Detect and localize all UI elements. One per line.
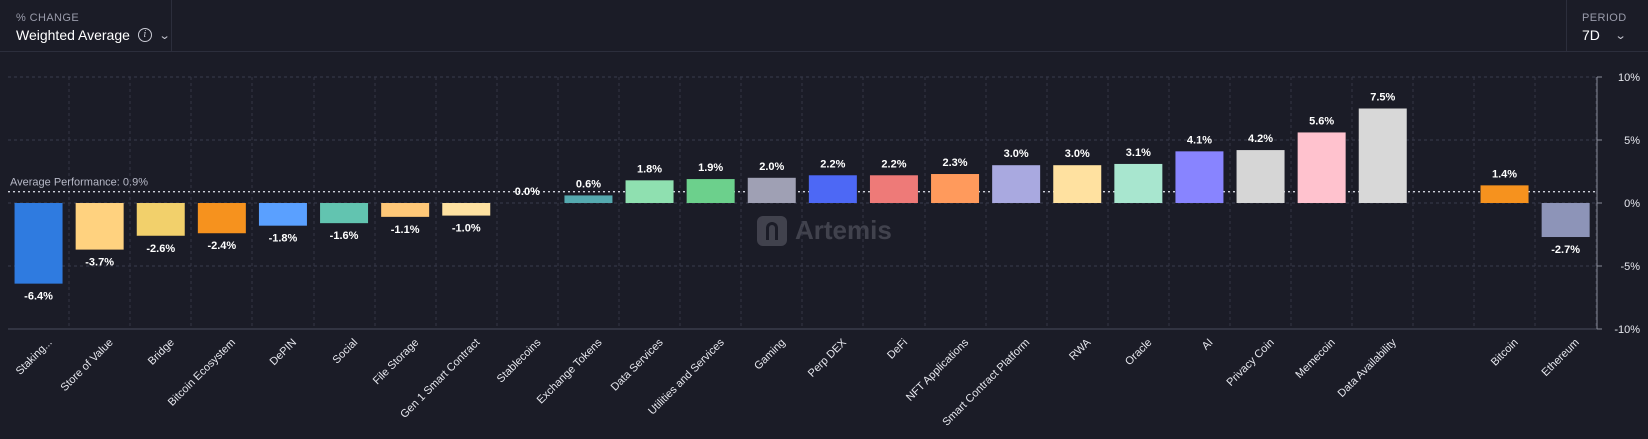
- bar: [1480, 185, 1529, 203]
- bar: [1175, 151, 1224, 203]
- artemis-watermark: Artemis: [757, 215, 892, 246]
- bar: [14, 203, 63, 284]
- x-tick-label: Social: [330, 337, 360, 367]
- data-label: 2.0%: [759, 161, 784, 173]
- x-tick-label: DeFi: [885, 337, 910, 362]
- data-label: 1.9%: [698, 162, 723, 174]
- bar: [747, 177, 796, 203]
- bar: [1541, 203, 1590, 238]
- info-icon[interactable]: i: [137, 28, 152, 42]
- chevron-down-icon: ⌄: [158, 29, 171, 42]
- x-tick-label: Oracle: [1123, 337, 1154, 368]
- data-label: 3.0%: [1065, 148, 1090, 160]
- y-tick-label: -10%: [1614, 324, 1640, 336]
- x-tick-label: Ethereum: [1540, 337, 1582, 379]
- data-label: 2.2%: [820, 158, 845, 170]
- bar: [1297, 132, 1346, 203]
- data-label: -1.0%: [452, 223, 481, 235]
- x-tick-label: Data Availability: [1336, 336, 1400, 400]
- data-label: 1.8%: [637, 163, 662, 175]
- data-label: 3.1%: [1126, 147, 1151, 159]
- x-tick-label: Perp DEX: [806, 336, 850, 380]
- data-label: 0.6%: [576, 178, 601, 190]
- data-label: 5.6%: [1309, 115, 1334, 127]
- data-label: -2.6%: [146, 243, 175, 255]
- x-tick-label: RWA: [1067, 336, 1094, 363]
- x-tick-label: File Storage: [371, 337, 421, 387]
- x-tick-label: AI: [1200, 337, 1216, 353]
- data-label: 4.1%: [1187, 134, 1212, 146]
- period-dropdown[interactable]: 7D ⌄: [1582, 27, 1627, 43]
- period-caption: PERIOD: [1582, 12, 1627, 24]
- bar: [686, 179, 735, 203]
- bar: [625, 180, 674, 203]
- data-label: -2.4%: [207, 240, 236, 252]
- bar: [258, 203, 307, 226]
- x-tick-label: Privacy Coin: [1225, 337, 1277, 389]
- bar: [931, 174, 980, 203]
- x-tick-label: Bitcoin: [1489, 337, 1521, 369]
- bar: [320, 203, 369, 224]
- x-tick-label: NFT Applications: [904, 336, 971, 403]
- bar: [1114, 163, 1163, 203]
- data-label: 7.5%: [1370, 92, 1395, 104]
- chart-toolbar: % CHANGE Weighted Average i ⌄ PERIOD 7D …: [0, 0, 1648, 52]
- data-label: 2.3%: [943, 157, 968, 169]
- bar: [381, 203, 430, 217]
- data-label: -3.7%: [85, 257, 114, 269]
- bar: [1358, 108, 1407, 203]
- data-label: 4.2%: [1248, 133, 1273, 145]
- x-tick-label: Gaming: [752, 337, 788, 373]
- toolbar-divider: [1566, 0, 1567, 51]
- data-label: 1.4%: [1492, 168, 1517, 180]
- bar: [564, 195, 613, 203]
- data-label: -1.6%: [330, 230, 359, 242]
- bar: [808, 175, 857, 203]
- x-tick-label: Staking...: [14, 337, 55, 378]
- bar: [1236, 150, 1285, 203]
- metric-caption: % CHANGE: [16, 12, 80, 24]
- y-tick-label: 10%: [1618, 72, 1640, 84]
- bar: [197, 203, 246, 234]
- watermark-text: Artemis: [795, 215, 892, 245]
- y-tick-label: 5%: [1624, 135, 1640, 147]
- bar: [442, 203, 491, 216]
- data-label: 3.0%: [1004, 148, 1029, 160]
- x-tick-label: Memecoin: [1293, 337, 1337, 381]
- bar: [75, 203, 124, 250]
- bar: [992, 165, 1041, 203]
- data-label: -1.8%: [269, 233, 298, 245]
- bar: [1053, 165, 1102, 203]
- metric-dropdown-label: Weighted Average: [16, 27, 130, 43]
- x-tick-label: Bitcoin Ecosystem: [166, 337, 238, 409]
- x-tick-label: Store of Value: [59, 337, 116, 394]
- x-tick-label: DePIN: [268, 337, 299, 368]
- bar: [136, 203, 185, 236]
- data-label: 2.2%: [881, 158, 906, 170]
- average-label: Average Performance: 0.9%: [10, 177, 148, 189]
- chevron-down-icon: ⌄: [1614, 29, 1627, 42]
- y-tick-label: -5%: [1620, 261, 1640, 273]
- bar: [869, 175, 918, 203]
- toolbar-divider: [171, 0, 172, 51]
- data-label: -2.7%: [1551, 244, 1580, 256]
- artemis-logo-icon: [757, 215, 787, 246]
- y-tick-label: 0%: [1624, 198, 1640, 210]
- data-label: -1.1%: [391, 224, 420, 236]
- data-label: 0.0%: [515, 186, 540, 198]
- x-tick-label: Bridge: [146, 337, 177, 368]
- x-tick-label: Stablecoins: [495, 336, 544, 385]
- x-tick-label: Exchange Tokens: [535, 336, 605, 406]
- period-dropdown-label: 7D: [1582, 27, 1600, 43]
- metric-dropdown[interactable]: Weighted Average i ⌄: [16, 27, 171, 43]
- data-label: -6.4%: [24, 291, 53, 303]
- x-tick-label: Data Services: [609, 336, 666, 393]
